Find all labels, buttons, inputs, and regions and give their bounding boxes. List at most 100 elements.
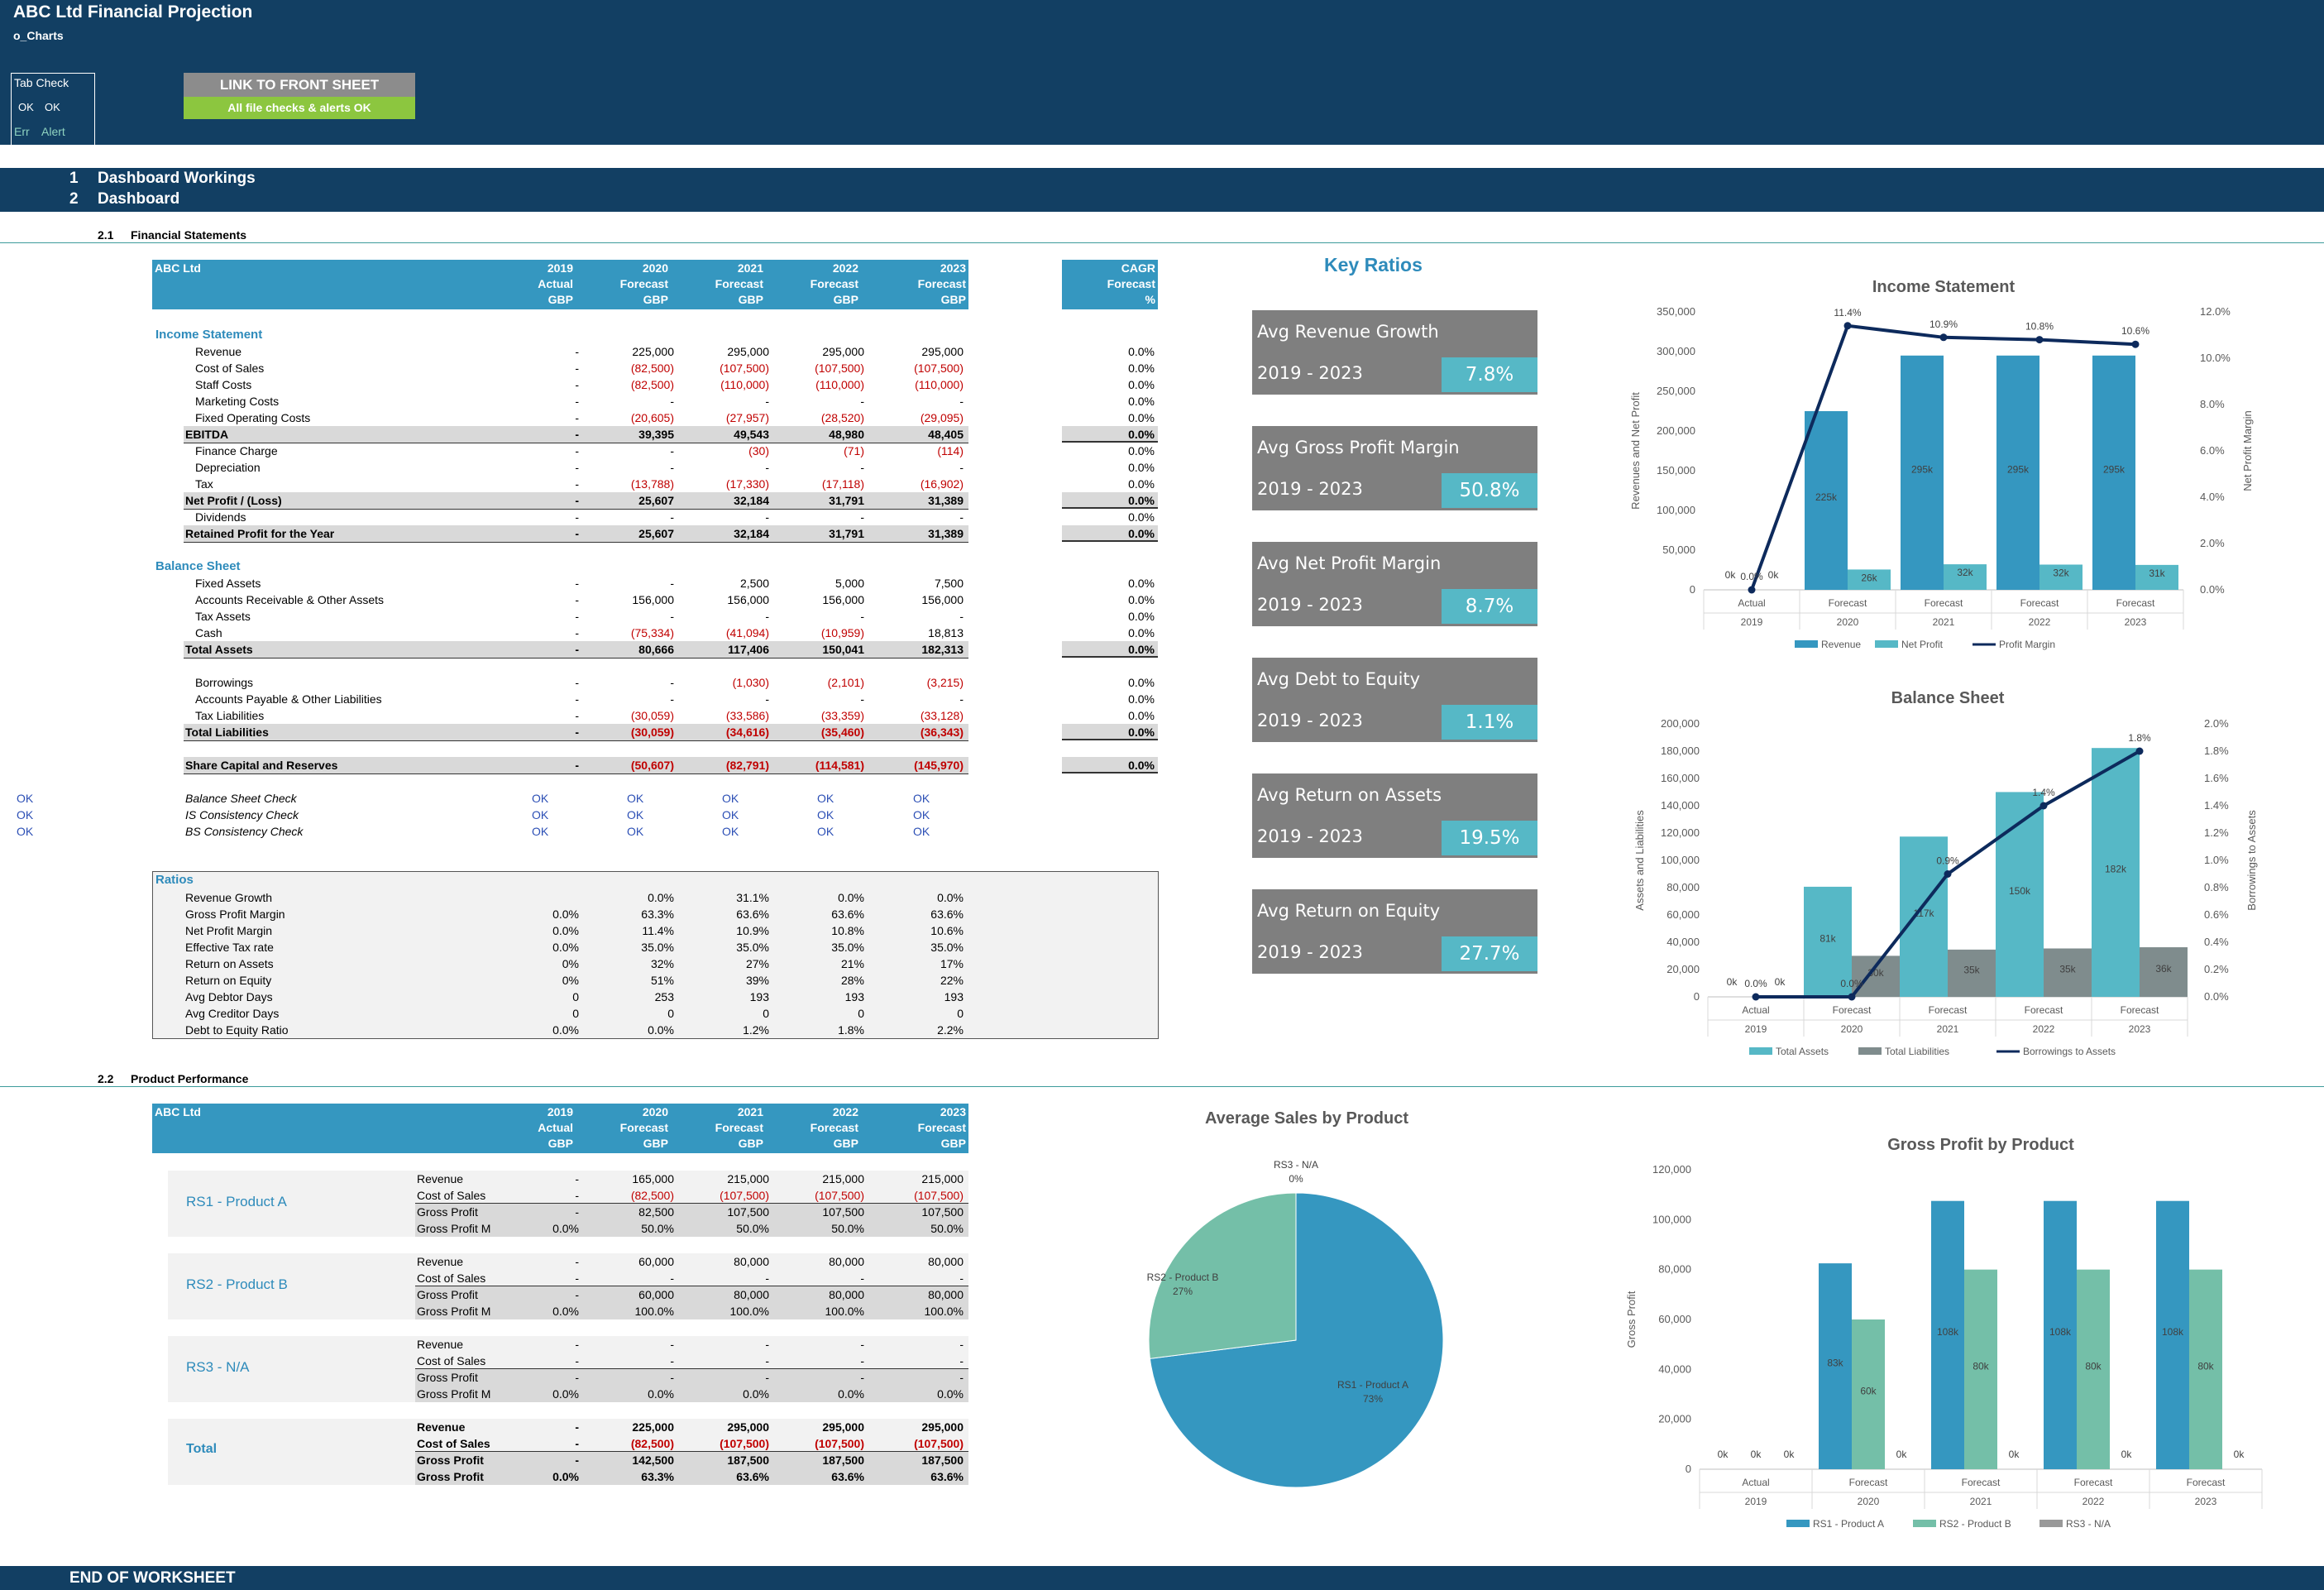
outline-2-label[interactable]: Dashboard (98, 190, 180, 208)
row-value: - (670, 510, 674, 524)
product-row-value: - (575, 1205, 579, 1219)
y-tick-label: 40,000 (1658, 1363, 1691, 1375)
category-label: Actual (1738, 597, 1765, 609)
fs-header: ABC Ltd 2019 2020 2021 2022 2023 Actual … (152, 260, 968, 309)
y-tick-label: 60,000 (1666, 908, 1700, 921)
key-ratios-title: Key Ratios (1324, 254, 1423, 275)
row-value: 32,184 (734, 527, 769, 540)
fs-type-4: Forecast (917, 277, 966, 290)
outline-1-label[interactable]: Dashboard Workings (98, 170, 256, 187)
row-value: 31,389 (928, 527, 964, 540)
ratio-value: 27% (745, 957, 769, 970)
product-row-value: (107,500) (720, 1437, 769, 1450)
ratio-value: 32% (650, 957, 674, 970)
row-label: Staff Costs (195, 378, 252, 391)
check-status: OK (817, 825, 834, 838)
row-cagr: 0.0% (1128, 494, 1155, 507)
product-row: Revenue - - - - - (0, 1336, 2324, 1353)
bar-revenue (2092, 355, 2135, 590)
statement-row: Tax - (13,788) (17,330) (17,118) (16,902) 0.0% (0, 476, 2324, 492)
row-value: - (575, 378, 579, 391)
row-value: (30,059) (630, 709, 674, 722)
line-point (2135, 747, 2144, 755)
product-row-value: (107,500) (720, 1189, 769, 1202)
ratio-value: 0 (572, 1007, 579, 1020)
row-cagr: 0.0% (1128, 362, 1155, 375)
product-row-value: - (860, 1354, 864, 1367)
bar-total-assets (1996, 792, 2044, 997)
category-year-label: 2022 (2083, 1496, 2105, 1507)
product-row-value: 80,000 (734, 1255, 769, 1268)
end-of-worksheet: END OF WORKSHEET (69, 1569, 236, 1587)
row-value: - (860, 692, 864, 706)
product-row-shade (415, 1452, 968, 1468)
category-label: Forecast (1829, 597, 1867, 609)
product-row-value: - (575, 1354, 579, 1367)
statement-row: Fixed Assets - - 2,500 5,000 7,500 0.0% (0, 575, 2324, 591)
product-row-value: - (575, 1338, 579, 1351)
check-status: OK (627, 792, 644, 805)
product-row-value: - (575, 1172, 579, 1185)
product-row-value: 187,500 (921, 1454, 964, 1467)
key-ratio-period: 2019 - 2023 (1257, 711, 1363, 730)
product-row-value: 100.0% (924, 1305, 964, 1318)
ratio-row: Avg Debtor Days 0 253 193 193 193 (0, 989, 2324, 1005)
row-value: (2,101) (827, 676, 864, 689)
fs-unit-0: GBP (548, 293, 573, 306)
row-value: - (575, 593, 579, 606)
pie-slice-label: RS2 - Product B (1147, 1272, 1219, 1283)
bar-data-label: 0k (1784, 1449, 1796, 1460)
check-row: OK IS Consistency Check OK OK OK OK OK (0, 807, 2324, 823)
section-2-2-number: 2.2 (98, 1072, 114, 1085)
ratio-value: 193 (749, 990, 769, 1003)
row-value: (10,959) (820, 626, 864, 639)
ratio-value: 22% (940, 974, 964, 987)
statement-row: Net Profit / (Loss) - 25,607 32,184 31,791 31… (0, 492, 2324, 510)
ratio-row: Avg Creditor Days 0 0 0 0 0 (0, 1005, 2324, 1022)
total-row-underline (184, 508, 968, 510)
product-row-value: 80,000 (928, 1288, 964, 1301)
product-row-value: - (575, 1454, 579, 1467)
row-value: (75,334) (630, 626, 674, 639)
product-row-shade (415, 1386, 968, 1402)
product-row-value: 225,000 (632, 1420, 674, 1434)
total-row-shade (184, 492, 968, 509)
product-row: Gross Profit M 0.0% 0.0% 0.0% 0.0% 0.0% (0, 1386, 2324, 1402)
bar-revenue (1901, 355, 1944, 590)
total-row-underline (184, 657, 968, 659)
row-value: - (959, 461, 964, 474)
category-label: Forecast (2025, 1004, 2063, 1016)
line-point (1944, 870, 1952, 878)
row-value: - (670, 395, 674, 408)
ratio-row: Debt to Equity Ratio 0.0% 0.0% 1.2% 1.8% 2.2% (0, 1022, 2324, 1038)
y2-tick-label: 8.0% (2200, 398, 2225, 410)
total-row-shade-cagr (1062, 757, 1158, 773)
row-value: - (575, 477, 579, 491)
category-year-label: 2020 (1858, 1496, 1880, 1507)
bar-data-label: 35k (2059, 964, 2076, 975)
ratio-value: 193 (944, 990, 964, 1003)
product-row-shade (415, 1204, 968, 1220)
row-value: - (575, 643, 579, 656)
line-point (1748, 586, 1756, 594)
bar-data-label: 108k (2049, 1326, 2072, 1338)
check-status: OK (913, 808, 930, 821)
row-cagr: 0.0% (1128, 395, 1155, 408)
product-row-value: - (575, 1288, 579, 1301)
product-row-shade (415, 1468, 968, 1485)
row-value: (114) (937, 444, 964, 457)
ratio-value: 10.9% (736, 924, 769, 937)
bar-data-label: 0k (2009, 1449, 2020, 1460)
link-to-front-sheet-button[interactable]: LINK TO FRONT SHEET (184, 73, 415, 97)
ratio-value: 1.2% (743, 1023, 769, 1037)
statement-row: Accounts Payable & Other Liabilities - - - -… (0, 691, 2324, 707)
product-row-value: 0.0% (648, 1387, 674, 1401)
product-row-value: - (765, 1338, 769, 1351)
y-tick-label: 40,000 (1666, 936, 1700, 948)
product-row-label: Cost of Sales (417, 1354, 486, 1367)
y-axis-title: Revenues and Net Profit (1629, 392, 1642, 510)
row-value: - (860, 395, 864, 408)
category-label: Actual (1742, 1004, 1769, 1016)
statement-row: Depreciation - - - - - 0.0% (0, 459, 2324, 476)
category-year-label: 2022 (2029, 616, 2051, 628)
